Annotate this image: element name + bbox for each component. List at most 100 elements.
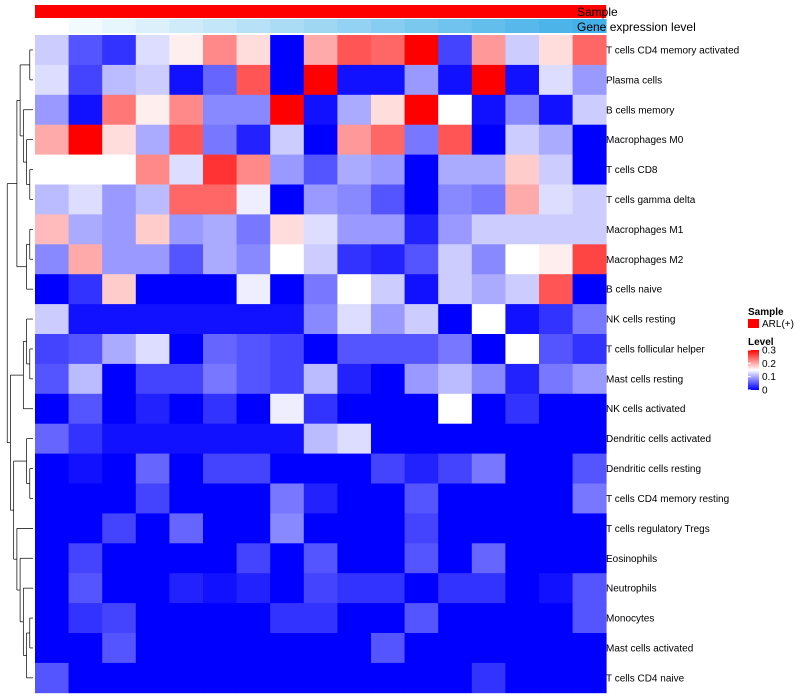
heatmap-cell: [68, 573, 103, 604]
heatmap-cell: [438, 64, 473, 96]
heatmap-cell: [371, 334, 405, 365]
heatmap-cell: [203, 334, 237, 365]
heatmap-cell: [572, 304, 607, 335]
heatmap-cell: [471, 603, 506, 634]
heatmap-cell: [169, 573, 204, 604]
heatmap-cell: [572, 184, 607, 215]
heatmap-cell: [505, 423, 540, 454]
heatmap-cell: [68, 363, 103, 395]
heatmap-cell: [169, 453, 204, 484]
annotation-cell-expression: [438, 19, 473, 33]
heatmap-cell: [303, 393, 338, 425]
heatmap-cell: [505, 483, 540, 514]
heatmap-cell: [102, 543, 137, 574]
heatmap-cell: [438, 603, 473, 634]
heatmap-cell: [371, 244, 405, 275]
heatmap-cell: [303, 423, 338, 454]
annotation-cell-expression: [404, 19, 439, 33]
heatmap-cell: [471, 124, 506, 155]
heatmap-cell: [135, 334, 170, 365]
heatmap-cell: [371, 603, 405, 634]
heatmap-cell: [203, 543, 237, 574]
heatmap-cell: [169, 304, 204, 335]
heatmap-cell: [471, 184, 506, 215]
annotation-cell-expression: [135, 19, 170, 33]
heatmap-cell: [539, 423, 573, 454]
heatmap-cell: [169, 244, 204, 275]
heatmap-cell: [135, 124, 170, 155]
row-label: Monocytes: [606, 614, 654, 625]
heatmap-cell: [438, 573, 473, 604]
heatmap-cell: [303, 363, 338, 395]
heatmap-cell: [236, 662, 271, 694]
heatmap-cell: [68, 124, 103, 155]
heatmap-cell: [471, 304, 506, 335]
heatmap-cell: [169, 184, 204, 215]
legend-level-ticks: 0.3 0.2 0.1 0: [748, 346, 776, 397]
legend-sample-item: ARL(+): [762, 319, 794, 330]
heatmap-cell: [539, 334, 573, 365]
row-label: Mast cells resting: [606, 374, 683, 385]
heatmap-cell: [471, 483, 506, 514]
heatmap-cell: [203, 154, 237, 185]
heatmap-cell: [438, 393, 473, 425]
row-label: T cells CD4 memory resting: [606, 494, 729, 505]
heatmap-cell: [337, 483, 372, 514]
heatmap-cell: [471, 214, 506, 245]
heatmap-cell: [203, 363, 237, 395]
heatmap-cell: [68, 483, 103, 514]
heatmap-cell: [404, 363, 439, 395]
heatmap-cell: [236, 154, 271, 185]
heatmap-cell: [203, 35, 237, 66]
heatmap-cell: [303, 513, 338, 544]
heatmap-cell: [471, 633, 506, 664]
heatmap-cell: [236, 393, 271, 425]
heatmap-cell: [135, 35, 170, 66]
heatmap-cell: [203, 513, 237, 544]
heatmap-cell: [404, 35, 439, 66]
heatmap-cell: [68, 94, 103, 126]
heatmap-cell: [102, 184, 137, 215]
heatmap-cell: [135, 513, 170, 544]
heatmap-cell: [539, 214, 573, 245]
heatmap-cell: [438, 543, 473, 574]
heatmap-cell: [539, 603, 573, 634]
heatmap-cell: [35, 124, 69, 155]
heatmap-cell: [572, 423, 607, 454]
heatmap-cell: [35, 304, 69, 335]
heatmap-cell: [68, 274, 103, 305]
heatmap-cell: [102, 64, 137, 96]
heatmap-cell: [438, 124, 473, 155]
annotation-cell-expression: [270, 19, 305, 33]
heatmap-cell: [371, 304, 405, 335]
heatmap-cell: [203, 184, 237, 215]
heatmap-cell: [169, 662, 204, 694]
heatmap-cell: [404, 662, 439, 694]
heatmap-cell: [371, 633, 405, 664]
heatmap-cell: [505, 94, 540, 126]
heatmap-cell: [471, 543, 506, 574]
heatmap-cell: [35, 543, 69, 574]
heatmap-cell: [505, 633, 540, 664]
heatmap-cell: [68, 453, 103, 484]
heatmap-cell: [438, 35, 473, 66]
heatmap-cell: [102, 334, 137, 365]
heatmap-cell: [471, 393, 506, 425]
heatmap-cell: [169, 64, 204, 96]
heatmap-cell: [35, 603, 69, 634]
heatmap-cell: [270, 603, 305, 634]
heatmap-cell: [438, 334, 473, 365]
heatmap-cell: [169, 423, 204, 454]
heatmap-cell: [572, 334, 607, 365]
heatmap-cell: [102, 274, 137, 305]
heatmap-cell: [35, 64, 69, 96]
heatmap-cell: [102, 513, 137, 544]
heatmap-cell: [337, 453, 372, 484]
heatmap-cell: [169, 513, 204, 544]
heatmap-cell: [539, 274, 573, 305]
heatmap-cell: [404, 633, 439, 664]
heatmap-cell: [539, 543, 573, 574]
heatmap-cell: [404, 603, 439, 634]
heatmap-cell: [35, 184, 69, 215]
heatmap-cell: [371, 214, 405, 245]
